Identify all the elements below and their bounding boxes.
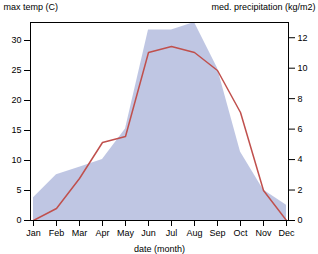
svg-text:Nov: Nov [255,228,272,238]
svg-text:25: 25 [11,65,21,75]
svg-text:0: 0 [298,215,303,225]
svg-text:10: 10 [298,63,308,73]
svg-text:Oct: Oct [233,228,248,238]
svg-text:12: 12 [298,33,308,43]
svg-text:20: 20 [11,95,21,105]
svg-text:0: 0 [16,215,21,225]
svg-text:max temp (C): max temp (C) [4,2,59,12]
svg-text:4: 4 [298,154,303,164]
svg-text:6: 6 [298,124,303,134]
svg-text:Sep: Sep [209,228,225,238]
svg-text:Apr: Apr [95,228,109,238]
svg-text:5: 5 [16,185,21,195]
svg-text:Jan: Jan [26,228,41,238]
svg-text:Dec: Dec [278,228,295,238]
svg-text:Jul: Jul [166,228,178,238]
svg-text:Jun: Jun [141,228,156,238]
svg-text:8: 8 [298,94,303,104]
svg-text:15: 15 [11,125,21,135]
svg-text:Feb: Feb [49,228,65,238]
svg-text:date (month): date (month) [134,244,185,254]
svg-text:med. precipitation (kg/m2): med. precipitation (kg/m2) [211,2,315,12]
svg-text:Mar: Mar [72,228,88,238]
svg-text:30: 30 [11,35,21,45]
svg-text:10: 10 [11,155,21,165]
svg-text:2: 2 [298,185,303,195]
svg-text:May: May [117,228,135,238]
svg-text:Aug: Aug [186,228,202,238]
